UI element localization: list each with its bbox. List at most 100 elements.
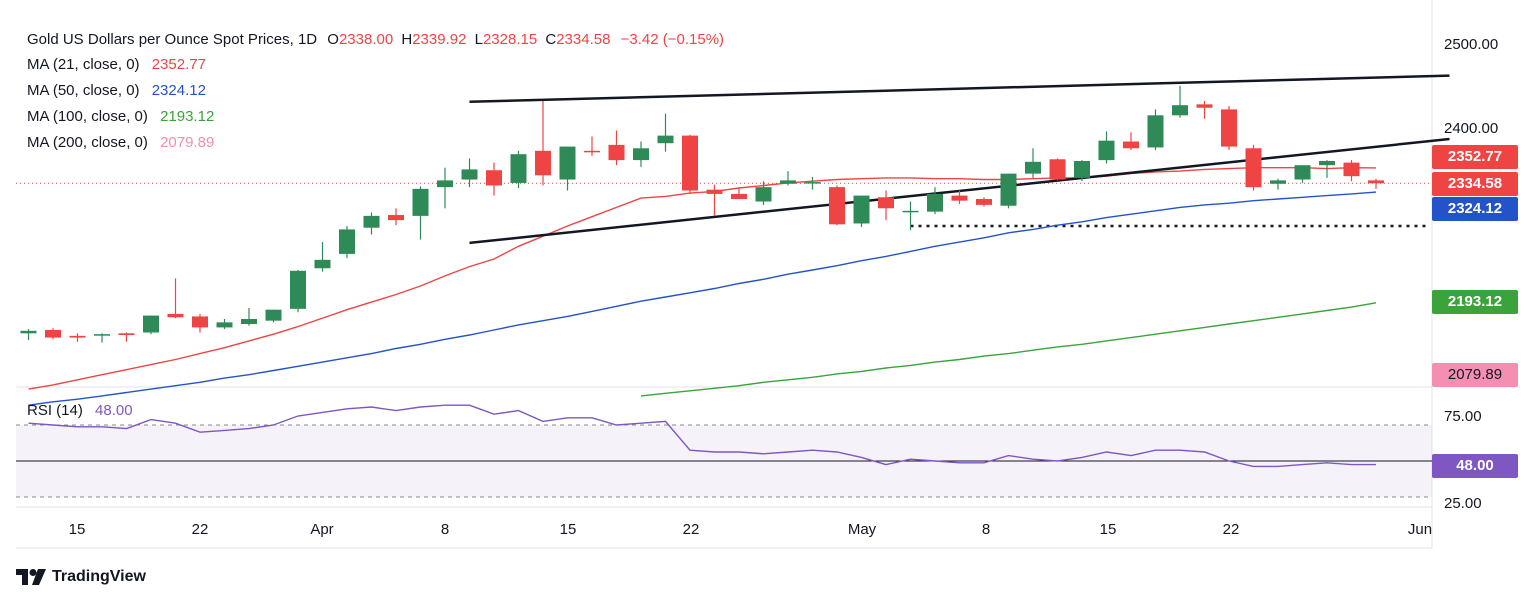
ma100-label: MA (100, close, 0) [27, 108, 148, 125]
candle-down [706, 189, 723, 194]
candle-up [804, 182, 821, 184]
candle-up [559, 146, 576, 180]
candle-up [510, 154, 527, 183]
rsi-value: 48.00 [95, 402, 133, 419]
trendline-upper [469, 74, 1450, 104]
open-label: O [327, 31, 339, 48]
candle-up [1000, 173, 1017, 206]
x-tick: 8 [981, 521, 991, 538]
symbol-title: Gold US Dollars per Ounce Spot Prices, 1… [27, 31, 318, 48]
candle-up [657, 135, 674, 144]
candle-up [241, 318, 257, 325]
ma200-value: 2079.89 [160, 134, 215, 151]
candle-up [780, 180, 796, 184]
x-tick: 15 [1099, 521, 1117, 538]
rsi-tick-25: 25.00 [1444, 495, 1482, 509]
rsi-tick-75: 75.00 [1444, 408, 1482, 425]
candle-up [339, 229, 355, 254]
tradingview-logo[interactable]: TradingView [16, 568, 146, 586]
candle-up [363, 215, 380, 228]
rsi-line [28, 404, 1376, 468]
close-value: 2334.58 [556, 31, 611, 48]
candle-up [461, 169, 478, 180]
low-label: L [474, 31, 483, 48]
x-tick: 22 [682, 521, 700, 538]
candle-up [1074, 160, 1090, 178]
x-tick: 8 [440, 521, 450, 538]
candle-down [45, 329, 61, 338]
tradingview-logo-text: TradingView [52, 568, 146, 585]
x-tick: 22 [191, 521, 209, 538]
candle-down [584, 150, 600, 153]
high-label: H [401, 31, 413, 48]
ma21-legend: MA (21, close, 0) 2352.77 [27, 56, 206, 73]
candle-up [633, 148, 649, 161]
candle-up [1319, 160, 1335, 166]
x-tick: 15 [559, 521, 577, 538]
candle-down [1049, 159, 1066, 180]
candle-down [535, 150, 551, 176]
candle-up [314, 259, 331, 269]
x-tick: Jun [1407, 521, 1433, 538]
open-value: 2338.00 [338, 31, 394, 48]
candle-down [486, 170, 502, 186]
candle-down [951, 195, 968, 201]
candle-up [143, 315, 159, 333]
candle-down [878, 197, 894, 209]
candle-down [682, 135, 698, 191]
candle-up [1147, 115, 1164, 148]
candle-up [927, 193, 943, 212]
candle-up [853, 195, 870, 224]
x-tick: 15 [68, 521, 86, 538]
candle-up [1025, 161, 1041, 174]
rsi-badge: 48.00 [1432, 454, 1518, 478]
x-tick: May [847, 521, 877, 538]
ma50-price-badge: 2324.12 [1432, 197, 1518, 221]
ma50-line [28, 191, 1377, 406]
candle-up [437, 180, 453, 188]
high-value: 2339.92 [412, 31, 467, 48]
candle-up [1270, 180, 1286, 184]
candle-up [20, 330, 37, 334]
ma100-legend: MA (100, close, 0) 2193.12 [27, 108, 214, 125]
candle-down [829, 187, 845, 225]
ma21-value: 2352.77 [151, 56, 206, 73]
low-value: 2328.15 [482, 31, 538, 48]
close-label: C [545, 31, 557, 48]
candle-up [412, 188, 429, 216]
ma200-legend: MA (200, close, 0) 2079.89 [27, 134, 214, 151]
candle-down [1343, 162, 1360, 177]
ma100-line [640, 302, 1377, 397]
ma100-price-badge: 2193.12 [1432, 290, 1518, 314]
ma100-value: 2193.12 [160, 108, 215, 125]
candle-down [1245, 148, 1262, 188]
candle-up [216, 322, 233, 328]
ma200-label: MA (200, close, 0) [27, 134, 148, 151]
candle-up [265, 309, 282, 321]
candle-down [731, 193, 747, 199]
ma21-price-badge: 2352.77 [1432, 145, 1518, 169]
change-value: −3.42 (−0.15%) [620, 31, 725, 48]
candle-up [902, 210, 919, 213]
candle-up [755, 187, 772, 202]
candle-down [69, 335, 86, 338]
ma50-legend: MA (50, close, 0) 2324.12 [27, 82, 206, 99]
candle-down [1368, 180, 1384, 184]
candle-down [118, 333, 135, 336]
chart-header: Gold US Dollars per Ounce Spot Prices, 1… [27, 31, 724, 48]
price-tick-2400: 2400.00 [1444, 120, 1499, 137]
candle-down [1221, 109, 1237, 147]
price-tick-2500: 2500.00 [1444, 36, 1499, 53]
candle-up [1294, 165, 1311, 180]
candle-up [94, 334, 110, 336]
last-price-badge: 2334.58 [1432, 172, 1518, 196]
candle-up [1172, 105, 1188, 116]
tradingview-logo-icon [16, 569, 46, 585]
candle-down [1123, 141, 1139, 149]
candle-down [1196, 104, 1213, 108]
ma50-label: MA (50, close, 0) [27, 82, 140, 99]
x-tick: Apr [310, 521, 334, 538]
candle-up [290, 270, 306, 309]
